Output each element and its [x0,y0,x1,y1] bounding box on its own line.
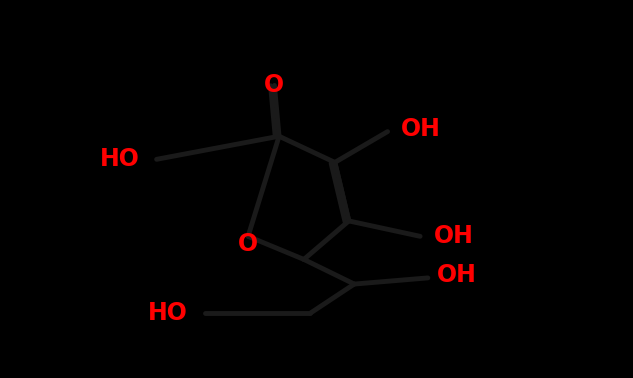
Text: HO: HO [147,301,187,325]
Text: OH: OH [401,116,441,141]
Text: HO: HO [100,147,139,171]
Text: O: O [238,232,258,256]
Text: O: O [265,73,284,98]
Text: OH: OH [437,263,477,287]
Text: OH: OH [434,224,474,248]
